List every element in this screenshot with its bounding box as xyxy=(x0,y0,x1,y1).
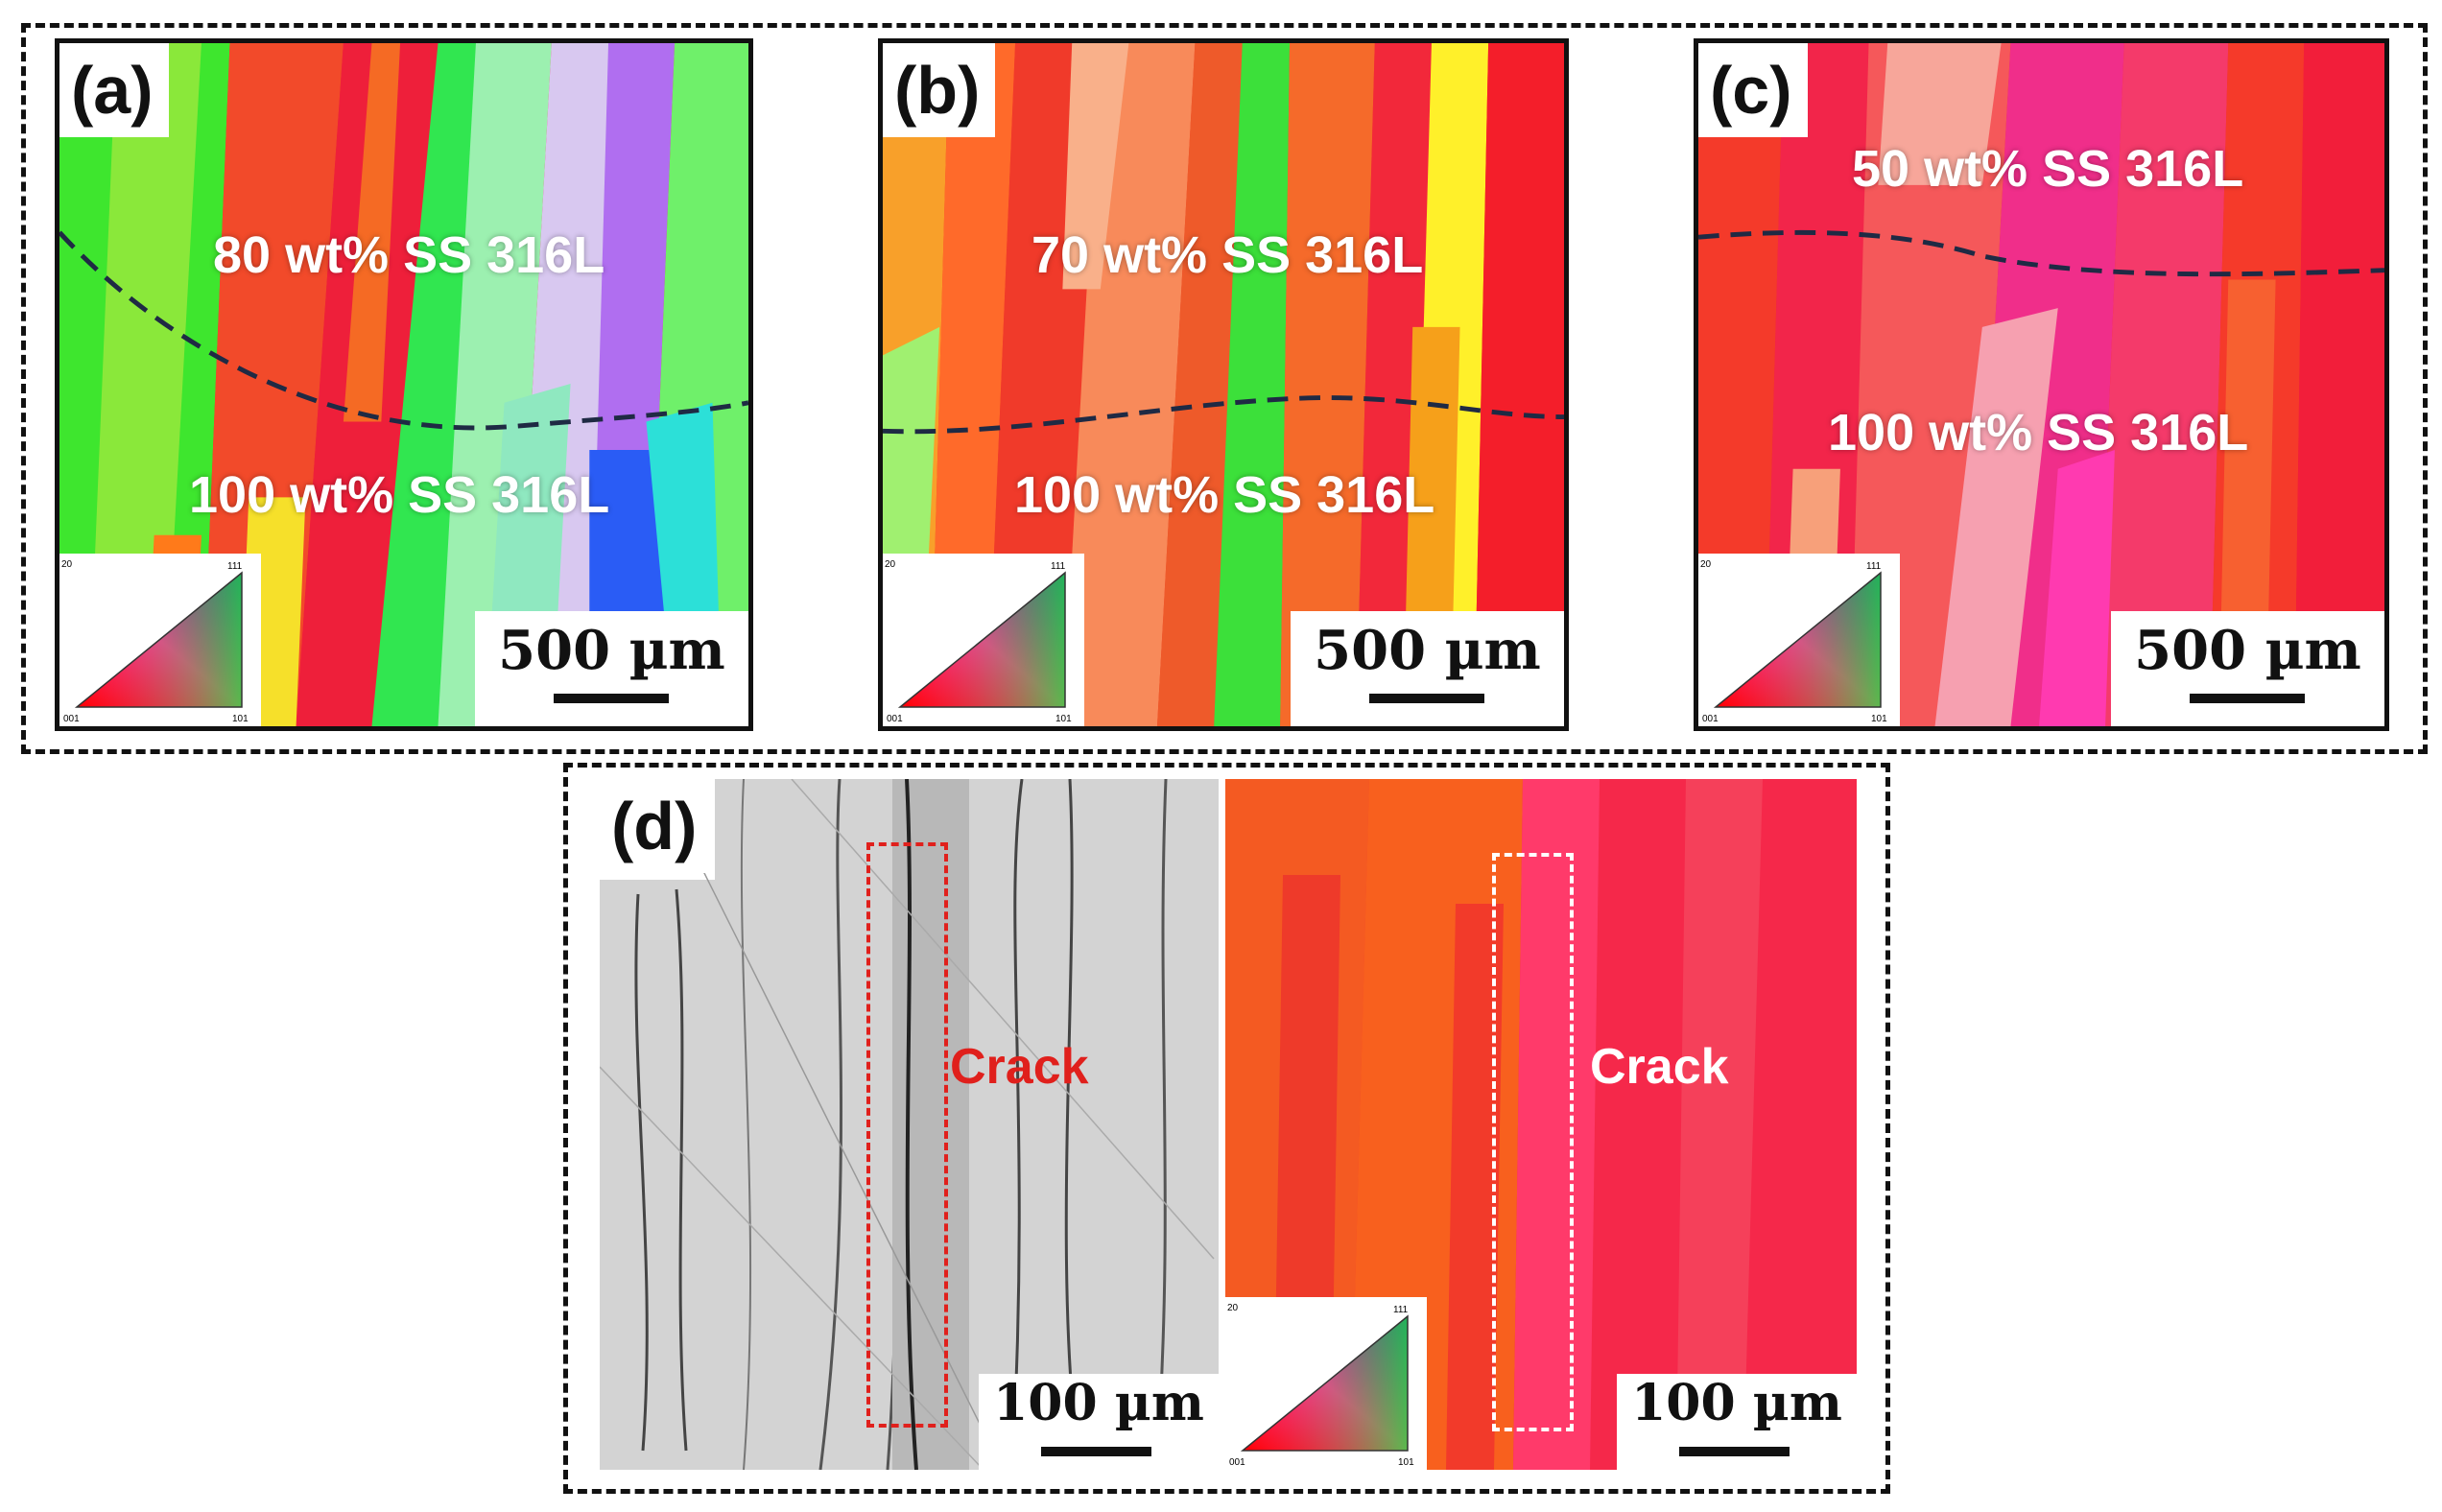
scale-bar: 500 µm xyxy=(1291,611,1564,726)
scale-bar-line xyxy=(1369,694,1484,703)
scale-bar: 500 µm xyxy=(475,611,748,726)
scale-bar-line xyxy=(2190,694,2305,703)
panel-label: (b) xyxy=(883,43,996,137)
panel-label: (a) xyxy=(59,43,169,137)
panel-d: (d) Crack 100 µm Crack xyxy=(600,779,1857,1470)
ipf-triangle-icon: 20 111 001 101 xyxy=(885,559,1072,724)
scale-bar-label: 100 µm xyxy=(993,1374,1204,1432)
crack-label: Crack xyxy=(950,1039,1089,1095)
ebsd-map-d: Crack 20 111 001 101 100 µm xyxy=(1225,779,1857,1470)
ipf-111-label: 111 xyxy=(227,561,243,572)
top-composition-label: 80 wt% SS 316L xyxy=(213,226,605,284)
ipf-001-label: 001 xyxy=(887,714,903,724)
top-row-frame xyxy=(21,23,2428,754)
scale-bar-label: 500 µm xyxy=(498,619,725,682)
ipf-101-label: 101 xyxy=(1871,714,1887,724)
ipf-color-key: 20 111 001 101 xyxy=(883,554,1084,726)
ipf-111-label: 111 xyxy=(1393,1305,1409,1315)
top-composition-label: 50 wt% SS 316L xyxy=(1852,140,2244,198)
panel-label: (d) xyxy=(600,779,713,873)
ipf-color-key: 20 111 001 101 xyxy=(1225,1297,1427,1470)
scale-bar: 100 µm xyxy=(979,1374,1219,1470)
ipf-001-label: 001 xyxy=(63,714,80,724)
crack-region-box xyxy=(1492,853,1574,1431)
scale-bar-label: 100 µm xyxy=(1631,1374,1842,1432)
ipf-20-label: 20 xyxy=(61,559,73,570)
ipf-111-label: 111 xyxy=(1866,561,1882,572)
crack-label: Crack xyxy=(1590,1039,1729,1095)
bottom-row-frame xyxy=(563,763,1890,1494)
bottom-composition-label: 100 wt% SS 316L xyxy=(1828,404,2249,461)
ipf-triangle-icon: 20 111 001 101 xyxy=(1700,559,1887,724)
bottom-composition-label: 100 wt% SS 316L xyxy=(1014,466,1435,524)
scale-bar-label: 500 µm xyxy=(1314,619,1541,682)
panel-b: (b) 70 wt% SS 316L 100 wt% SS 316L 20 11… xyxy=(878,38,1569,731)
ipf-20-label: 20 xyxy=(885,559,896,570)
crack-region-box xyxy=(866,842,948,1428)
ipf-20-label: 20 xyxy=(1227,1303,1239,1313)
scale-bar-line xyxy=(554,694,669,703)
ipf-111-label: 111 xyxy=(1051,561,1066,572)
ipf-triangle-icon: 20 111 001 101 xyxy=(61,559,249,724)
ipf-color-key: 20 111 001 101 xyxy=(1698,554,1900,726)
scale-bar-label: 500 µm xyxy=(2134,619,2361,682)
bottom-composition-label: 100 wt% SS 316L xyxy=(189,466,610,524)
panel-a: (a) 80 wt% SS 316L 100 wt% SS 316L 20 11… xyxy=(55,38,753,731)
ipf-101-label: 101 xyxy=(1055,714,1072,724)
ipf-20-label: 20 xyxy=(1700,559,1712,570)
scale-bar-line xyxy=(1679,1447,1790,1456)
optical-micrograph: (d) Crack 100 µm xyxy=(600,779,1219,1470)
ipf-001-label: 001 xyxy=(1702,714,1719,724)
optical-image xyxy=(600,779,1219,1470)
ipf-001-label: 001 xyxy=(1229,1457,1245,1468)
panel-c: (c) 50 wt% SS 316L 100 wt% SS 316L 20 11… xyxy=(1694,38,2389,731)
scale-bar: 100 µm xyxy=(1617,1374,1857,1470)
scale-bar: 500 µm xyxy=(2111,611,2384,726)
ipf-101-label: 101 xyxy=(232,714,249,724)
ipf-101-label: 101 xyxy=(1398,1457,1414,1468)
ipf-color-key: 20 111 001 101 xyxy=(59,554,261,726)
top-composition-label: 70 wt% SS 316L xyxy=(1031,226,1424,284)
panel-label: (c) xyxy=(1698,43,1808,137)
ipf-triangle-icon: 20 111 001 101 xyxy=(1227,1303,1414,1468)
scale-bar-line xyxy=(1041,1447,1151,1456)
